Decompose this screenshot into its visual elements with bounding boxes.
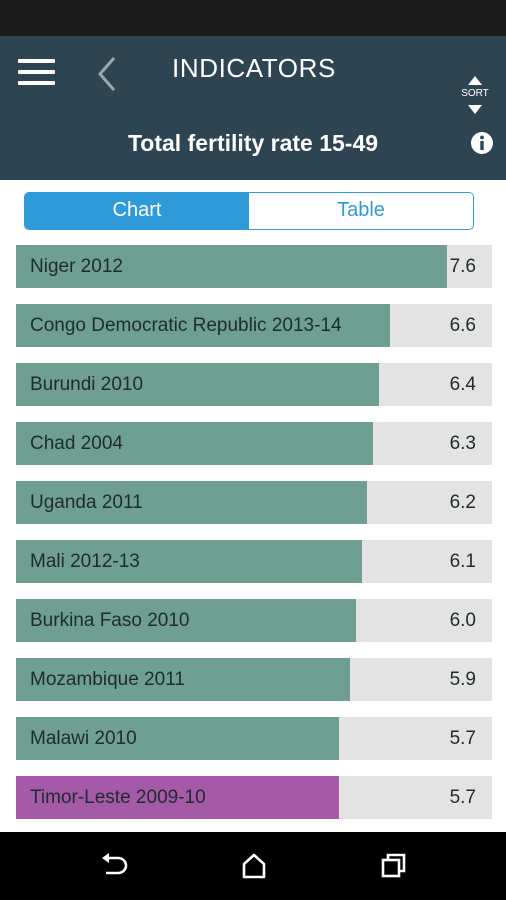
page-title: INDICATORS	[172, 53, 336, 83]
info-icon[interactable]	[470, 131, 494, 155]
status-bar	[0, 0, 506, 36]
bar-value: 6.2	[449, 492, 476, 513]
back-arrow-icon[interactable]	[98, 850, 130, 882]
bar-value: 6.3	[449, 433, 476, 454]
bar-label: Chad 2004	[30, 433, 123, 454]
bar-fill	[16, 540, 362, 583]
bar-label: Burundi 2010	[30, 374, 144, 395]
bar-fill	[16, 304, 390, 347]
bar-value: 5.7	[449, 728, 476, 749]
navigation-bar	[0, 832, 506, 900]
back-chevron-icon[interactable]	[94, 54, 120, 94]
bar-value: 6.6	[449, 315, 476, 336]
recent-apps-icon[interactable]	[378, 850, 410, 882]
bar-value: 6.0	[449, 610, 476, 631]
bar-value: 5.7	[449, 787, 476, 808]
home-icon[interactable]	[238, 850, 270, 882]
bar-fill	[16, 776, 339, 819]
bar-row[interactable]: Burundi 2010 6.4	[16, 363, 492, 406]
bar-label: Niger 2012	[30, 256, 123, 277]
bar-row[interactable]: Timor-Leste 2009-10 5.7	[16, 776, 492, 819]
bar-fill	[16, 363, 379, 406]
bar-fill	[16, 422, 373, 465]
bar-row[interactable]: Malawi 2010 5.7	[16, 717, 492, 760]
bar-fill	[16, 658, 350, 701]
bar-row[interactable]: Uganda 2011 6.2	[16, 481, 492, 524]
bar-value: 6.4	[449, 374, 476, 395]
bar-row[interactable]: Mozambique 2011 5.9	[16, 658, 492, 701]
sort-label: SORT	[461, 88, 489, 99]
bar-row[interactable]: Mali 2012-13 6.1	[16, 540, 492, 583]
bar-row[interactable]: Congo Democratic Republic 2013-14 6.6	[16, 304, 492, 347]
indicator-title: Total fertility rate 15-49	[127, 130, 379, 156]
bar-value: 7.6	[449, 256, 476, 277]
app-header: INDICATORS SORT Total fertility rate 15-…	[0, 36, 506, 180]
hamburger-menu-icon[interactable]	[18, 59, 56, 87]
tab-chart[interactable]: Chart	[25, 193, 249, 229]
bar-label: Uganda 2011	[30, 492, 143, 513]
view-toggle: Chart Table	[24, 192, 474, 230]
bar-value: 5.9	[449, 669, 476, 690]
bar-label: Mozambique 2011	[30, 669, 185, 690]
bar-fill	[16, 245, 447, 288]
bar-fill	[16, 599, 356, 642]
bar-label: Mali 2012-13	[30, 551, 140, 572]
bar-label: Congo Democratic Republic 2013-14	[30, 315, 342, 336]
bar-label: Malawi 2010	[30, 728, 137, 749]
sort-button[interactable]: SORT	[456, 76, 494, 116]
bar-label: Burkina Faso 2010	[30, 610, 190, 631]
bar-label: Timor-Leste 2009-10	[30, 787, 206, 808]
bar-fill	[16, 717, 339, 760]
bar-value: 6.1	[449, 551, 476, 572]
bar-row[interactable]: Chad 2004 6.3	[16, 422, 492, 465]
bar-fill	[16, 481, 367, 524]
bar-row[interactable]: Niger 2012 7.6	[16, 245, 492, 288]
bar-row[interactable]: Burkina Faso 2010 6.0	[16, 599, 492, 642]
tab-table[interactable]: Table	[249, 193, 473, 229]
